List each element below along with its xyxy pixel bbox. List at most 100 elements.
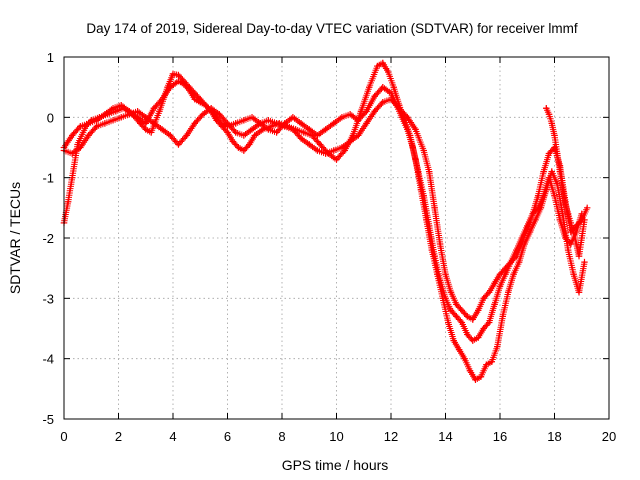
data-point: [469, 337, 476, 344]
data-point: [540, 168, 547, 175]
data-point: [442, 271, 449, 278]
data-point: [167, 132, 174, 139]
data-point: [224, 120, 231, 127]
data-point: [306, 141, 313, 148]
data-point: [458, 307, 466, 314]
data-point: [425, 168, 433, 175]
x-tick-label: 14: [438, 429, 452, 444]
data-point: [281, 123, 288, 130]
data-point: [379, 99, 387, 106]
data-point: [142, 126, 149, 133]
data-point: [581, 216, 588, 224]
data-point: [118, 102, 125, 109]
data-point: [510, 271, 517, 278]
data-point: [300, 129, 307, 136]
data-point: [366, 83, 373, 91]
data-series: [60, 59, 591, 383]
data-point: [447, 307, 455, 314]
x-tick-label: 6: [224, 429, 231, 444]
data-point: [218, 120, 226, 127]
data-point: [488, 358, 496, 365]
data-point: [475, 334, 482, 341]
data-point: [556, 168, 564, 175]
data-point: [581, 258, 588, 266]
data-point: [289, 126, 297, 133]
series-4: [543, 105, 588, 260]
data-point: [85, 120, 92, 127]
y-tick-label: -2: [42, 231, 54, 246]
data-point: [240, 147, 248, 154]
data-point: [485, 319, 493, 326]
x-tick-label: 12: [384, 429, 398, 444]
data-point: [502, 271, 509, 278]
data-point: [420, 192, 427, 199]
data-point: [297, 135, 305, 142]
data-point: [186, 86, 193, 94]
data-point: [199, 111, 207, 118]
data-point: [346, 111, 354, 118]
data-point: [564, 210, 572, 218]
x-tick-label: 10: [329, 429, 343, 444]
data-point: [548, 168, 555, 175]
data-point: [273, 129, 280, 136]
data-point: [529, 210, 536, 218]
data-point: [148, 129, 155, 136]
data-point: [575, 252, 583, 260]
data-point: [126, 111, 133, 118]
data-point: [330, 147, 337, 154]
data-point: [224, 129, 231, 136]
data-point: [232, 129, 239, 136]
data-point: [450, 337, 457, 344]
data-point: [355, 132, 362, 139]
data-point: [229, 138, 237, 145]
data-point: [499, 313, 506, 320]
data-point: [494, 343, 501, 350]
data-point: [584, 204, 591, 212]
y-tick-label: -3: [42, 291, 54, 306]
data-point: [68, 150, 76, 157]
data-point: [68, 132, 76, 139]
data-point: [545, 111, 553, 118]
data-point: [175, 141, 182, 148]
data-point: [545, 150, 553, 157]
data-point: [379, 59, 387, 67]
data-point: [180, 80, 188, 88]
data-point: [445, 319, 452, 326]
data-point: [431, 204, 438, 212]
data-point: [109, 117, 117, 124]
data-point: [240, 132, 248, 139]
data-point: [551, 132, 558, 139]
data-point: [197, 99, 204, 106]
data-point: [453, 301, 460, 308]
data-point: [265, 117, 272, 124]
data-point: [273, 120, 280, 127]
data-point: [567, 240, 575, 248]
data-point: [409, 144, 416, 151]
y-tick-label: -1: [42, 171, 54, 186]
data-point: [404, 114, 411, 121]
data-point: [524, 222, 531, 230]
data-point: [118, 114, 125, 121]
data-point: [77, 123, 84, 130]
data-point: [101, 111, 109, 118]
data-point: [156, 108, 163, 115]
data-point: [455, 346, 463, 353]
data-point: [395, 105, 403, 112]
data-point: [142, 120, 149, 127]
data-point: [85, 132, 92, 139]
data-point: [480, 295, 487, 302]
data-point: [461, 355, 468, 362]
grid-lines: [64, 57, 609, 419]
y-tick-label: 0: [47, 110, 54, 125]
data-point: [322, 150, 329, 157]
data-point: [548, 120, 555, 127]
data-point: [415, 168, 422, 175]
data-point: [246, 141, 253, 148]
data-point: [207, 105, 215, 112]
data-point: [251, 132, 258, 139]
data-point: [562, 234, 569, 242]
data-point: [464, 331, 471, 338]
data-point: [475, 307, 482, 314]
data-point: [543, 105, 550, 112]
x-tick-label: 0: [60, 429, 67, 444]
